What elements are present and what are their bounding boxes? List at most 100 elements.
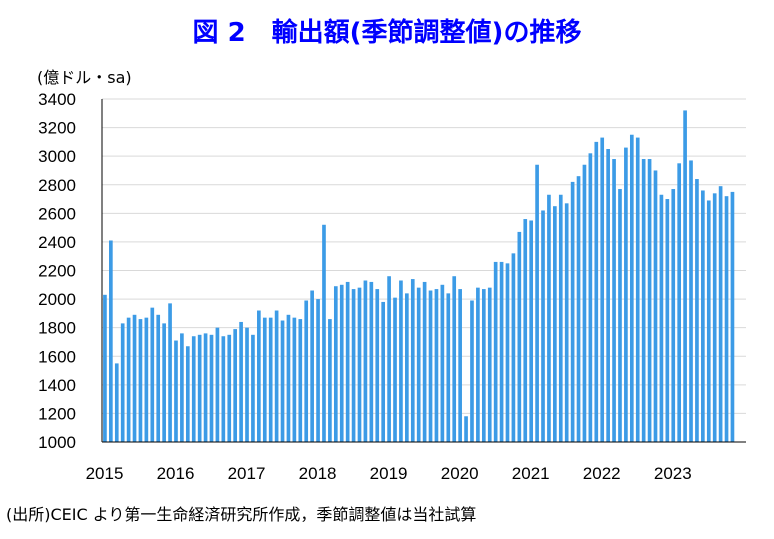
x-axis-tick-labels: 2015 2016 2017 2018 2019 2020 2021 2022 2023 (86, 464, 692, 483)
y-tick-label: 2400 (38, 233, 76, 252)
bar (624, 147, 628, 442)
bar (505, 263, 510, 442)
bar (576, 176, 581, 442)
y-tick-label: 2200 (38, 262, 76, 281)
bar (316, 299, 320, 442)
bar (215, 327, 220, 442)
bar-series (103, 110, 735, 443)
y-tick-label: 1800 (38, 319, 76, 338)
bar (322, 224, 326, 442)
bar (440, 284, 445, 442)
bar (138, 319, 143, 442)
bar (227, 334, 232, 442)
bar (298, 319, 303, 442)
bar (126, 317, 131, 442)
bar (180, 333, 184, 442)
bar (351, 289, 356, 442)
bar (185, 346, 190, 442)
bar (481, 289, 486, 442)
bar (464, 416, 468, 442)
bar (564, 203, 569, 442)
bar (470, 300, 474, 442)
y-axis-unit-label: (億ドル・sa) (37, 68, 132, 87)
y-tick-label: 1400 (38, 376, 76, 395)
bar (387, 276, 391, 442)
bar (529, 220, 534, 442)
bar (328, 319, 332, 442)
y-tick-label: 1600 (38, 347, 76, 366)
bar (689, 160, 693, 442)
bar (600, 137, 605, 442)
bar (677, 163, 682, 442)
bar (683, 110, 687, 443)
bar (262, 317, 267, 442)
bar (251, 334, 255, 442)
y-tick-label: 1200 (38, 404, 76, 423)
x-tick-label: 2016 (157, 464, 195, 483)
bar (730, 191, 735, 442)
bar (410, 279, 415, 442)
bar (671, 189, 676, 442)
bar (422, 281, 427, 442)
bar (665, 199, 670, 442)
bar (724, 196, 729, 442)
bar (653, 170, 658, 442)
bar (363, 280, 368, 442)
bar (588, 153, 593, 442)
bar (109, 240, 113, 442)
bar (310, 290, 314, 442)
source-note: (出所)CEIC より第一生命経済研究所作成，季節調整値は当社試算 (6, 505, 477, 524)
bar (701, 190, 705, 442)
x-tick-label: 2021 (512, 464, 550, 483)
bar (197, 334, 202, 442)
bar (257, 310, 261, 442)
bar (357, 287, 362, 442)
bar (339, 284, 344, 442)
bar (523, 219, 528, 442)
bar (399, 280, 403, 442)
bar (612, 159, 616, 442)
bar (144, 317, 149, 442)
bar (428, 290, 433, 442)
bar (114, 363, 119, 442)
axes (101, 99, 746, 443)
bar (452, 276, 457, 442)
bar (487, 287, 492, 442)
y-tick-label: 2600 (38, 204, 76, 223)
bar (381, 301, 386, 442)
bar (239, 321, 243, 442)
x-tick-label: 2017 (228, 464, 266, 483)
bar (221, 336, 226, 442)
y-tick-label: 2800 (38, 176, 76, 195)
x-tick-label: 2019 (370, 464, 408, 483)
bar (493, 261, 498, 442)
bar (718, 186, 723, 442)
y-tick-label: 3000 (38, 147, 76, 166)
bar (375, 289, 380, 442)
bar (203, 333, 208, 442)
y-tick-label: 3400 (38, 90, 76, 109)
bar (405, 293, 409, 442)
bar (618, 189, 622, 442)
bar (659, 194, 664, 442)
y-tick-label: 2000 (38, 290, 76, 309)
y-tick-label: 3200 (38, 119, 76, 138)
bar (582, 164, 587, 443)
bar (245, 327, 249, 442)
bar (345, 281, 350, 442)
bar (541, 210, 545, 442)
bar (535, 164, 539, 443)
x-tick-label: 2018 (299, 464, 337, 483)
y-tick-label: 1000 (38, 433, 76, 452)
bar (695, 179, 699, 442)
bar (476, 287, 480, 442)
x-tick-label: 2022 (583, 464, 621, 483)
bar (594, 141, 599, 443)
bar (103, 294, 107, 442)
bar (150, 307, 155, 442)
bar (547, 194, 551, 442)
bar (280, 320, 285, 442)
bar (393, 297, 397, 442)
x-tick-label: 2015 (86, 464, 124, 483)
